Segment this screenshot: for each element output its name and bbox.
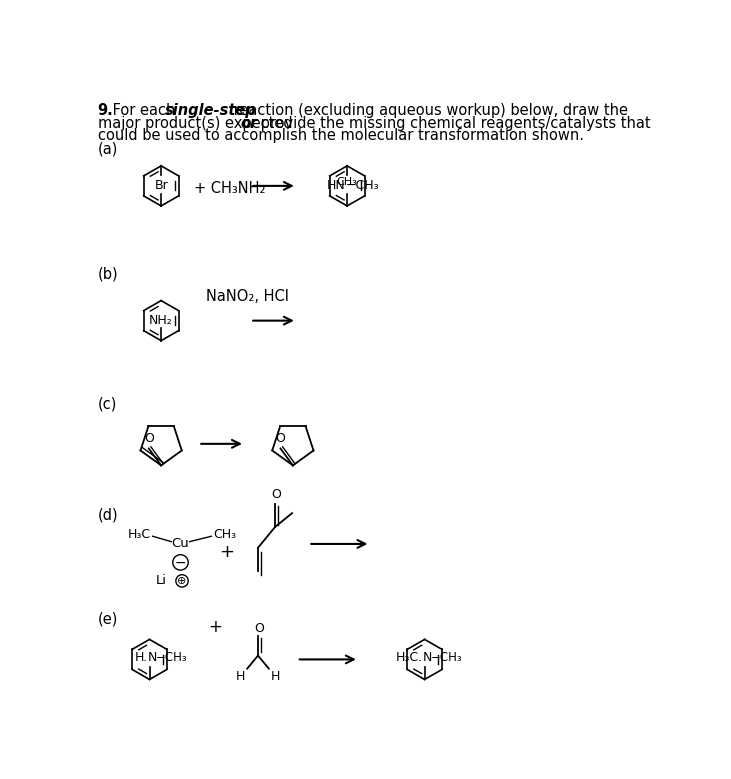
Text: Br: Br — [154, 179, 168, 192]
Text: (d): (d) — [97, 508, 118, 523]
Text: CH₃: CH₃ — [337, 177, 357, 187]
Text: H.: H. — [135, 651, 148, 664]
Text: (e): (e) — [97, 612, 118, 626]
Text: NaNO₂, HCl: NaNO₂, HCl — [206, 289, 289, 304]
Text: major product(s) expected: major product(s) expected — [97, 116, 297, 131]
Text: NH₂: NH₂ — [149, 314, 173, 326]
Text: (a): (a) — [97, 141, 118, 157]
Text: + CH₃NH₂: + CH₃NH₂ — [194, 182, 266, 196]
Text: HN: HN — [327, 179, 346, 192]
Text: +: + — [208, 618, 222, 636]
Text: O: O — [254, 622, 265, 635]
Text: −: − — [175, 555, 186, 569]
Text: O: O — [144, 432, 154, 446]
Text: Cu: Cu — [172, 538, 189, 551]
Text: O: O — [272, 488, 281, 501]
Text: H₃C.: H₃C. — [396, 651, 423, 664]
Text: −CH₃: −CH₃ — [346, 179, 379, 192]
Text: O: O — [276, 432, 285, 446]
Text: or: or — [241, 116, 258, 131]
Text: (c): (c) — [97, 396, 117, 411]
Text: could be used to accomplish the molecular transformation shown.: could be used to accomplish the molecula… — [97, 128, 583, 143]
Text: For each: For each — [107, 104, 180, 118]
Text: Li: Li — [156, 574, 167, 587]
Text: (b): (b) — [97, 266, 118, 282]
Text: H₃C: H₃C — [128, 528, 151, 541]
Text: −CH₃: −CH₃ — [431, 651, 463, 664]
Text: 9.: 9. — [97, 104, 113, 118]
Text: N: N — [423, 651, 433, 664]
Text: single-step: single-step — [165, 104, 257, 118]
Text: +: + — [219, 543, 235, 561]
Text: N: N — [148, 651, 157, 664]
Text: reaction (excluding aqueous workup) below, draw the: reaction (excluding aqueous workup) belo… — [230, 104, 629, 118]
Text: H: H — [271, 670, 281, 683]
Text: H: H — [235, 670, 245, 683]
Text: provide the missing chemical reagents/catalysts that: provide the missing chemical reagents/ca… — [257, 116, 651, 131]
Text: −CH₃: −CH₃ — [156, 651, 187, 664]
Text: ⊕: ⊕ — [178, 576, 186, 586]
Text: CH₃: CH₃ — [213, 528, 236, 541]
